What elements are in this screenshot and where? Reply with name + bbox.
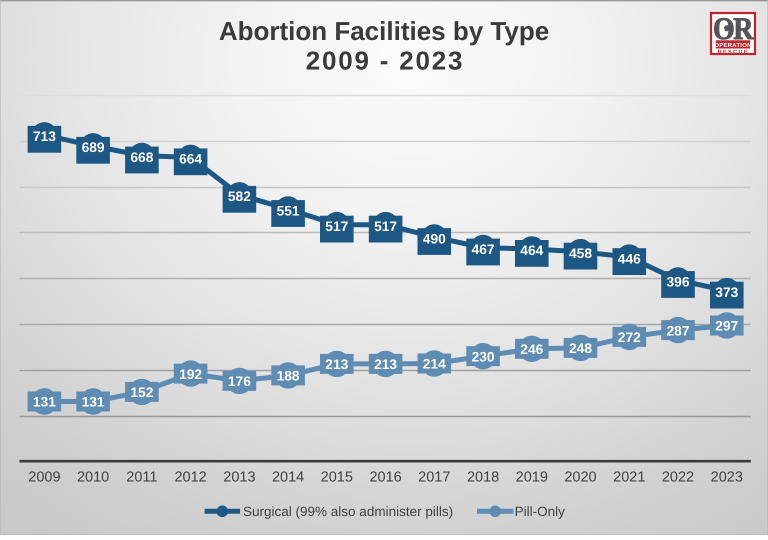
svg-text:2018: 2018: [467, 470, 499, 486]
svg-text:2012: 2012: [174, 470, 206, 486]
svg-text:213: 213: [325, 357, 348, 372]
svg-text:713: 713: [33, 129, 56, 144]
svg-text:Pill-Only: Pill-Only: [515, 504, 566, 519]
svg-text:Abortion Facilities by Type: Abortion Facilities by Type: [219, 16, 549, 46]
svg-text:230: 230: [472, 349, 495, 364]
svg-text:131: 131: [33, 395, 56, 410]
svg-text:2023: 2023: [711, 470, 743, 486]
svg-text:2020: 2020: [564, 470, 596, 486]
svg-text:2011: 2011: [126, 470, 157, 486]
svg-text:551: 551: [277, 203, 300, 218]
svg-text:582: 582: [228, 189, 251, 204]
svg-text:287: 287: [666, 323, 689, 338]
svg-text:664: 664: [179, 152, 202, 167]
svg-text:246: 246: [520, 342, 543, 357]
svg-text:2013: 2013: [223, 470, 255, 486]
svg-text:2016: 2016: [369, 470, 401, 486]
svg-text:373: 373: [715, 285, 738, 300]
svg-text:176: 176: [228, 374, 251, 389]
svg-text:272: 272: [618, 330, 641, 345]
svg-text:RESCUE: RESCUE: [718, 49, 749, 55]
svg-text:490: 490: [423, 231, 446, 246]
svg-text:192: 192: [179, 367, 202, 382]
svg-text:152: 152: [130, 385, 153, 400]
svg-text:467: 467: [472, 242, 495, 257]
svg-text:OPERATION: OPERATION: [714, 42, 751, 49]
svg-text:517: 517: [325, 219, 348, 234]
svg-text:2014: 2014: [272, 470, 304, 486]
svg-text:464: 464: [520, 243, 543, 258]
svg-text:446: 446: [618, 251, 641, 266]
svg-text:458: 458: [569, 246, 592, 261]
svg-text:2021: 2021: [613, 470, 645, 486]
svg-text:2019: 2019: [516, 470, 548, 486]
svg-text:2010: 2010: [77, 470, 109, 486]
svg-text:517: 517: [374, 219, 397, 234]
svg-text:131: 131: [82, 395, 105, 410]
svg-text:2009: 2009: [28, 470, 60, 486]
svg-text:2022: 2022: [662, 470, 694, 486]
svg-text:2015: 2015: [321, 470, 353, 486]
svg-text:689: 689: [82, 140, 105, 155]
svg-text:Surgical (99% also administer: Surgical (99% also administer pills): [243, 504, 453, 519]
svg-text:248: 248: [569, 341, 592, 356]
svg-text:188: 188: [277, 369, 300, 384]
svg-text:668: 668: [130, 150, 153, 165]
svg-text:214: 214: [423, 357, 446, 372]
svg-text:396: 396: [666, 274, 689, 289]
svg-text:213: 213: [374, 357, 397, 372]
svg-text:297: 297: [715, 319, 738, 334]
svg-text:2017: 2017: [418, 470, 450, 486]
svg-text:2009 - 2023: 2009 - 2023: [306, 46, 465, 76]
